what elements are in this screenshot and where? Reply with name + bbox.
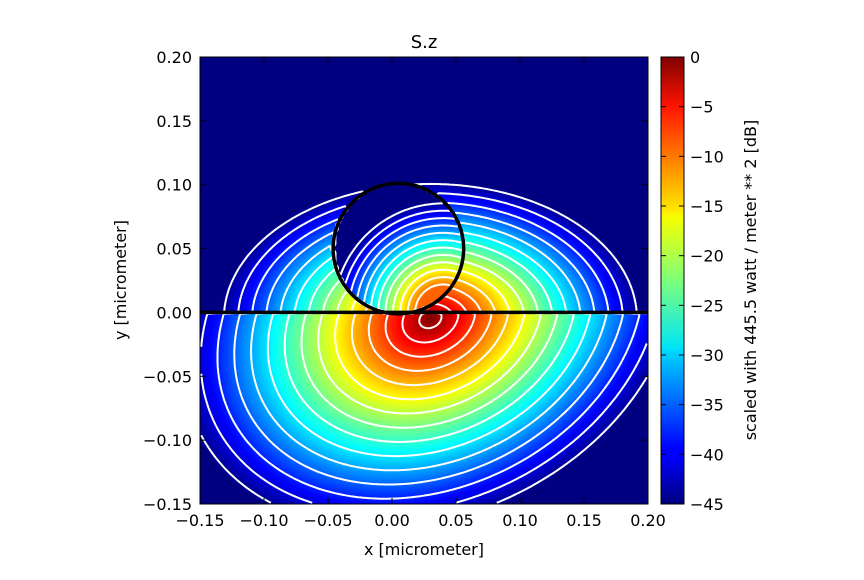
y-tick-label: −0.10 bbox=[143, 431, 192, 450]
contour-lines bbox=[200, 182, 648, 504]
y-tick-label: 0.20 bbox=[156, 48, 192, 67]
x-tick-label: 0.10 bbox=[502, 511, 538, 530]
x-tick-label: −0.10 bbox=[239, 511, 288, 530]
y-tick-label: −0.05 bbox=[143, 367, 192, 386]
field-heatmap bbox=[200, 57, 648, 504]
colorbar-tick-label: −25 bbox=[690, 296, 724, 315]
y-tick-label: −0.15 bbox=[143, 495, 192, 514]
colorbar-tick-label: −20 bbox=[690, 247, 724, 266]
x-tick-label: 0.05 bbox=[438, 511, 474, 530]
colorbar-ticks: 0 −5 −10 −15 −20 −25 −30 −35 −40 −45 bbox=[661, 48, 724, 514]
x-tick-label: 0.00 bbox=[374, 511, 410, 530]
y-axis: −0.15 −0.10 −0.05 0.00 0.05 0.10 0.15 0.20 bbox=[143, 48, 648, 514]
y-axis-label: y [micrometer] bbox=[111, 220, 130, 340]
colorbar-tick-label: 0 bbox=[690, 48, 700, 67]
x-tick-label: −0.05 bbox=[303, 511, 352, 530]
x-tick-label: 0.20 bbox=[630, 511, 666, 530]
x-tick-label: 0.15 bbox=[566, 511, 602, 530]
colorbar: 0 −5 −10 −15 −20 −25 −30 −35 −40 −45 scaled with … bbox=[660, 48, 760, 514]
y-tick-label: 0.10 bbox=[156, 176, 192, 195]
colorbar-label: scaled with 445.5 watt / meter ** 2 [dB] bbox=[741, 120, 760, 441]
colorbar-tick-label: −45 bbox=[690, 495, 724, 514]
colorbar-gradient bbox=[660, 56, 685, 505]
y-tick-label: 0.05 bbox=[156, 240, 192, 259]
y-tick-label: 0.15 bbox=[156, 112, 192, 131]
plot-frame bbox=[199, 56, 649, 505]
colorbar-tick-label: −15 bbox=[690, 197, 724, 216]
colorbar-tick-label: −30 bbox=[690, 346, 724, 365]
colorbar-tick-label: −5 bbox=[690, 98, 714, 117]
colorbar-tick-label: −40 bbox=[690, 445, 724, 464]
chart-title: S.z bbox=[411, 32, 438, 53]
x-tick-label: −0.15 bbox=[175, 511, 224, 530]
x-axis: −0.15 −0.10 −0.05 0.00 0.05 0.10 0.15 0.20 bbox=[175, 57, 666, 530]
cylinder-outline bbox=[331, 181, 466, 316]
colorbar-tick-label: −35 bbox=[690, 396, 724, 415]
y-tick-label: 0.00 bbox=[156, 303, 192, 322]
x-axis-label: x [micrometer] bbox=[364, 540, 484, 559]
colorbar-tick-label: −10 bbox=[690, 147, 724, 166]
plot-area bbox=[200, 57, 648, 504]
